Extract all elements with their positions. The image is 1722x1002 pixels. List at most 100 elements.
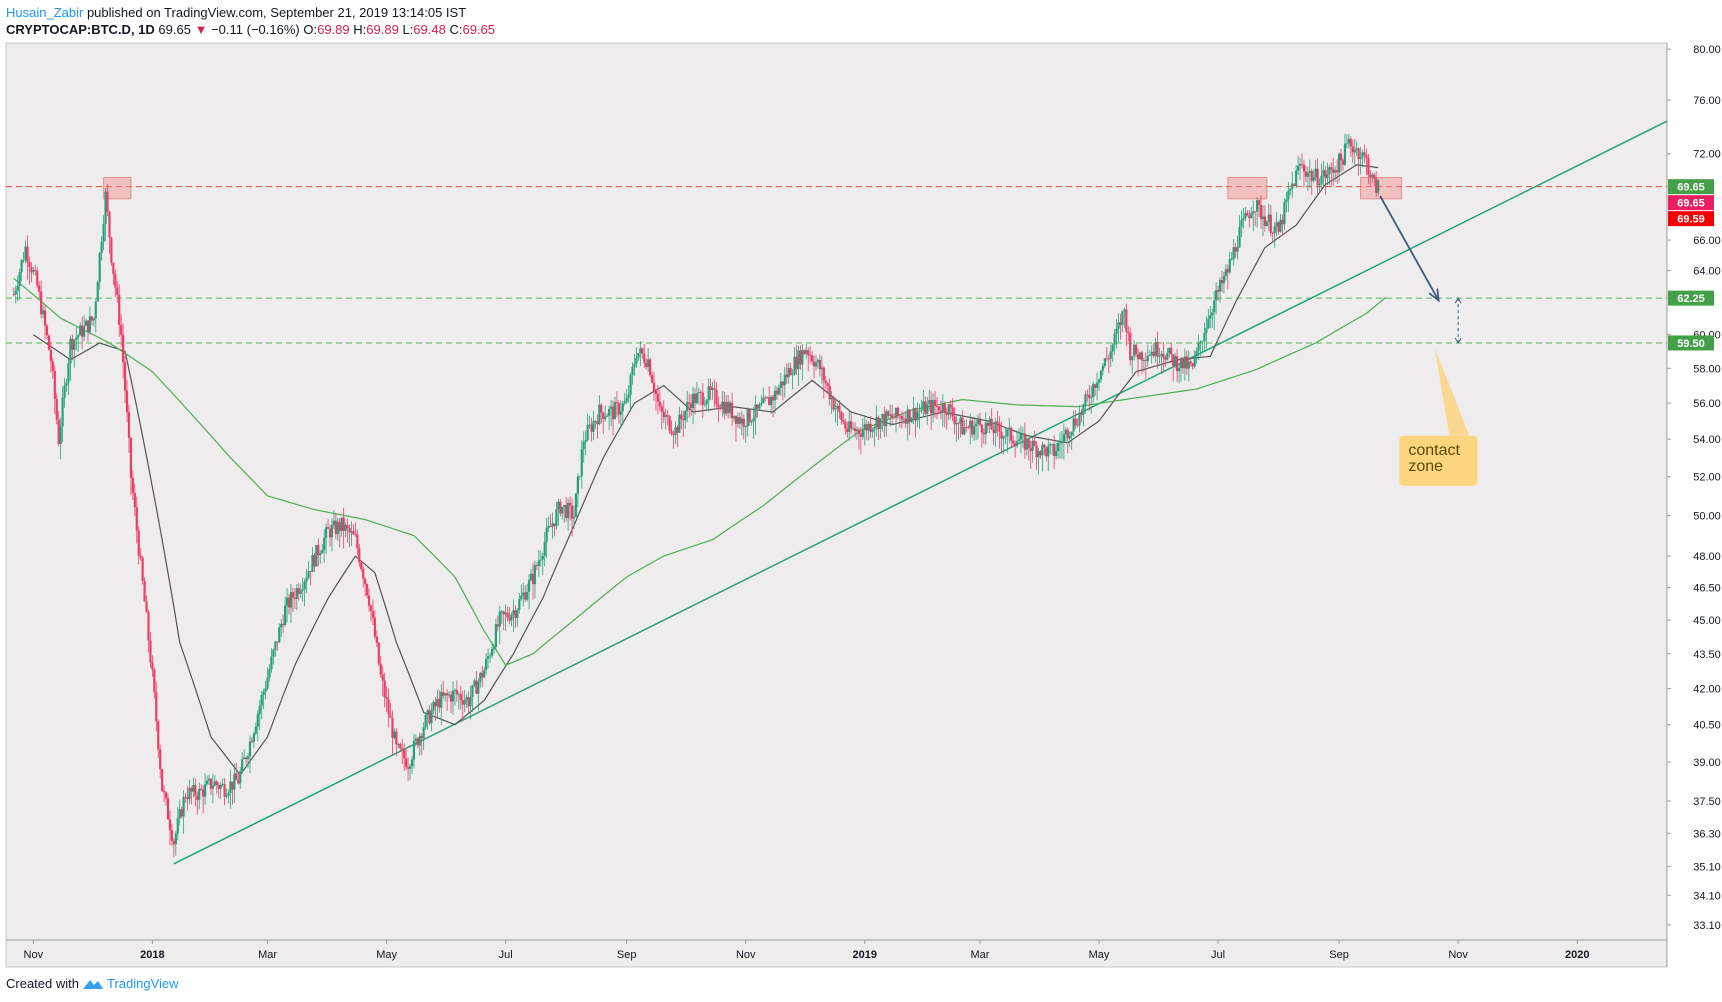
candle-body <box>291 592 295 598</box>
candle-body <box>1158 356 1161 358</box>
candle-body <box>161 769 164 791</box>
candle-body <box>770 396 773 406</box>
candle-body <box>680 414 683 419</box>
candle-body <box>1105 358 1108 360</box>
candle-body <box>734 415 738 424</box>
candle-body <box>319 553 322 556</box>
candle-body <box>1199 341 1202 343</box>
price-tick-label: 52.00 <box>1693 472 1721 484</box>
candle-body <box>403 749 406 759</box>
candle-body <box>873 426 876 430</box>
candle-body <box>475 680 478 694</box>
candle-body <box>397 744 400 745</box>
candle-body <box>301 589 304 591</box>
candle-body <box>869 423 872 432</box>
candle-body <box>69 338 72 364</box>
candle-body <box>122 334 125 363</box>
candle-body <box>123 362 127 391</box>
candle-body <box>967 427 970 429</box>
candle-body <box>328 528 332 538</box>
candle-body <box>662 411 665 418</box>
candle-body <box>184 797 187 798</box>
candle-body <box>278 627 281 643</box>
candle-body <box>1039 451 1042 456</box>
candle-body <box>650 375 654 383</box>
candle-body <box>71 338 74 350</box>
price-tick-label: 56.00 <box>1693 398 1721 410</box>
candle-body <box>1154 342 1157 356</box>
candle-body <box>256 714 259 727</box>
candle-body <box>82 325 86 337</box>
candle-body <box>750 421 753 423</box>
candle-body <box>688 402 691 404</box>
candle-body <box>338 521 341 531</box>
candle-body <box>1170 347 1173 355</box>
plot-area[interactable] <box>5 42 1668 968</box>
candle-body <box>889 414 892 416</box>
candle-body <box>625 398 628 402</box>
candle-body <box>727 401 730 413</box>
candle-body <box>221 784 224 785</box>
candle-body <box>809 354 812 356</box>
symbol-label[interactable]: CRYPTOCAP:BTC.D, 1D <box>6 22 155 37</box>
time-tick-label: Jul <box>499 949 513 961</box>
candle-body <box>619 411 622 415</box>
candle-body <box>362 568 365 579</box>
candle-body <box>139 555 142 558</box>
price-axis[interactable]: 80.0076.0072.0066.0064.0060.0058.0056.00… <box>1667 44 1721 932</box>
candle-body <box>834 408 837 410</box>
candle-body <box>777 387 781 395</box>
candle-body <box>1174 356 1177 366</box>
candle-body <box>22 259 25 261</box>
candle-body <box>61 397 64 427</box>
candle-body <box>1148 355 1151 357</box>
price-tick-label: 36.30 <box>1693 828 1721 840</box>
candle-body <box>764 397 767 399</box>
candle-body <box>323 537 326 551</box>
candle-body <box>588 424 591 426</box>
candle-body <box>1298 164 1302 166</box>
annotation-text: contact <box>1408 442 1460 459</box>
candle-body <box>703 404 706 406</box>
candle-body <box>754 404 757 419</box>
candle-body <box>1010 427 1013 441</box>
candle-body <box>951 407 954 417</box>
ohlc-line: CRYPTOCAP:BTC.D, 1D 69.65 ▼ −0.11 (−0.16… <box>6 21 495 38</box>
candle-body <box>1033 440 1036 446</box>
candle-body <box>444 693 447 696</box>
candle-body <box>1211 312 1214 316</box>
author-link[interactable]: Husain_Zabir <box>6 5 84 20</box>
candle-body <box>1312 177 1315 181</box>
candle-body <box>928 400 931 404</box>
candle-body <box>520 595 523 600</box>
tradingview-brand-link[interactable]: TradingView <box>106 976 179 991</box>
time-axis[interactable]: Nov 2018 Mar May Jul Sep Nov 2019 Mar May Jul Sep No… <box>24 940 1590 961</box>
candle-body <box>1185 356 1188 369</box>
candle-body <box>1248 215 1251 219</box>
candle-body <box>992 429 995 433</box>
candle-body <box>457 694 460 695</box>
candle-body <box>159 749 162 770</box>
price-tick-label: 34.10 <box>1693 890 1721 902</box>
moving-averages <box>13 164 1387 776</box>
candle-body <box>1267 214 1270 222</box>
price-badge <box>1668 179 1714 195</box>
candle-body <box>73 339 76 350</box>
candle-body <box>652 382 656 392</box>
candle-body <box>237 779 240 784</box>
candle-body <box>1302 164 1306 172</box>
candle-body <box>707 386 710 401</box>
price-tick-label: 54.00 <box>1693 434 1721 446</box>
candle-body <box>969 420 972 428</box>
candle-body <box>881 414 884 419</box>
candle-body <box>553 523 556 527</box>
candle-body <box>502 611 505 615</box>
candle-body <box>850 421 853 429</box>
time-tick-label: 2020 <box>1565 949 1589 961</box>
candle-body <box>930 400 933 414</box>
candle-body <box>758 404 761 409</box>
candle-body <box>14 290 17 295</box>
candle-body <box>570 505 574 519</box>
candle-body <box>1037 451 1040 458</box>
